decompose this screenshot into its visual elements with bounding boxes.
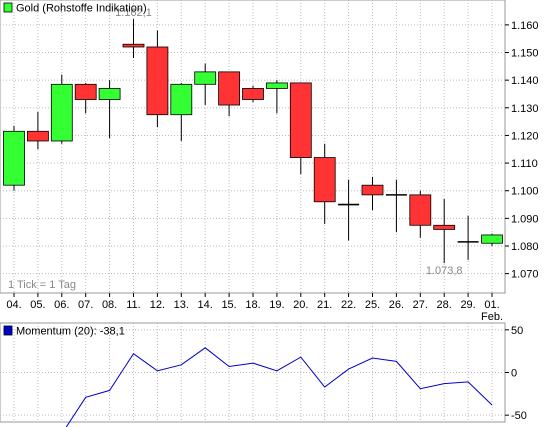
- price-candles: [3, 19, 503, 264]
- x-month-label: Feb.: [481, 311, 503, 323]
- candle-body: [361, 184, 384, 196]
- price-y-axis: 1.070 1.080 1.090 1.100 1.110 1.120 1.130 1.140…: [505, 20, 539, 281]
- candle-body: [433, 224, 456, 230]
- x-tick-label: 04.: [6, 299, 21, 311]
- price-ytick-label: 1.130: [511, 103, 539, 115]
- x-tick-label: 13.: [174, 299, 189, 311]
- candle-body: [481, 234, 503, 244]
- candle-body: [170, 83, 193, 116]
- momentum-legend-value: -38,1: [100, 326, 125, 338]
- candle-body: [194, 71, 217, 85]
- tick-note: 1 Tick = 1 Tag: [8, 279, 76, 291]
- x-tick-label: 26.: [389, 299, 404, 311]
- momentum-ytick-label: 50: [511, 325, 523, 337]
- x-tick-label: 22.: [341, 299, 356, 311]
- candle-body: [265, 82, 288, 89]
- momentum-grid: [0, 323, 505, 422]
- x-tick-label: 18.: [245, 299, 260, 311]
- price-legend-swatch: [3, 2, 13, 13]
- price-ytick-label: 1.110: [511, 158, 538, 170]
- x-tick-label: 14.: [198, 299, 213, 311]
- candle-body: [50, 83, 73, 142]
- price-ytick-label: 1.100: [511, 186, 539, 198]
- price-ytick-label: 1.160: [511, 20, 539, 32]
- x-tick-label: 11.: [126, 299, 140, 311]
- x-tick-label: 19.: [269, 299, 284, 311]
- candle-body: [3, 130, 25, 186]
- candle-body: [409, 194, 432, 226]
- candle-body: [122, 43, 145, 48]
- momentum-line: [65, 347, 493, 427]
- momentum-legend-label: Momentum (20):: [16, 326, 97, 338]
- x-tick-label: 08.: [102, 299, 117, 311]
- x-tick-label: 07.: [78, 299, 93, 311]
- x-axis: 04. 05. 06. 07. 08. 11. 12. 13. 14. 15. 18. 19. 20. 2…: [6, 293, 503, 323]
- x-tick-label: 01.: [484, 299, 499, 311]
- candle-body: [218, 71, 241, 106]
- price-annotation: 1.073,8: [426, 265, 463, 277]
- price-annotations: 1.162,1 1.073,8: [115, 7, 462, 277]
- candle-body: [26, 130, 49, 142]
- momentum-ytick-label: 0: [511, 368, 517, 380]
- momentum-ytick-label: -50: [511, 410, 527, 422]
- x-tick-label: 12.: [150, 299, 165, 311]
- price-annotation: 1.162,1: [115, 7, 152, 19]
- price-ytick-label: 1.070: [511, 269, 539, 281]
- price-ytick-label: 1.120: [511, 130, 539, 142]
- x-tick-label: 28.: [437, 299, 452, 311]
- price-legend-label: Gold (Rohstoffe Indikation): [16, 3, 147, 15]
- x-tick-label: 21.: [317, 299, 332, 311]
- svg-text:Momentum (20): -38,1: Momentum (20): -38,1: [16, 326, 125, 338]
- candle-body: [242, 88, 264, 100]
- momentum-legend-swatch: [3, 325, 13, 336]
- price-ytick-label: 1.080: [511, 241, 539, 253]
- candle-body: [289, 82, 312, 158]
- x-tick-label: 05.: [30, 299, 45, 311]
- momentum-y-axis: 50 0 -50: [505, 325, 527, 422]
- candle-body: [98, 88, 121, 100]
- x-tick-label: 27.: [413, 299, 428, 311]
- x-tick-label: 06.: [54, 299, 69, 311]
- x-tick-label: 29.: [460, 299, 475, 311]
- x-tick-label: 20.: [293, 299, 308, 311]
- x-tick-label: 25.: [365, 299, 380, 311]
- price-ytick-label: 1.140: [511, 75, 539, 87]
- candle-body: [74, 83, 97, 100]
- candle-body: [313, 157, 336, 203]
- price-grid: [0, 0, 505, 293]
- x-tick-label: 15.: [221, 299, 236, 311]
- price-ytick-label: 1.090: [511, 213, 539, 225]
- candle-body: [146, 46, 169, 116]
- price-ytick-label: 1.150: [511, 48, 539, 60]
